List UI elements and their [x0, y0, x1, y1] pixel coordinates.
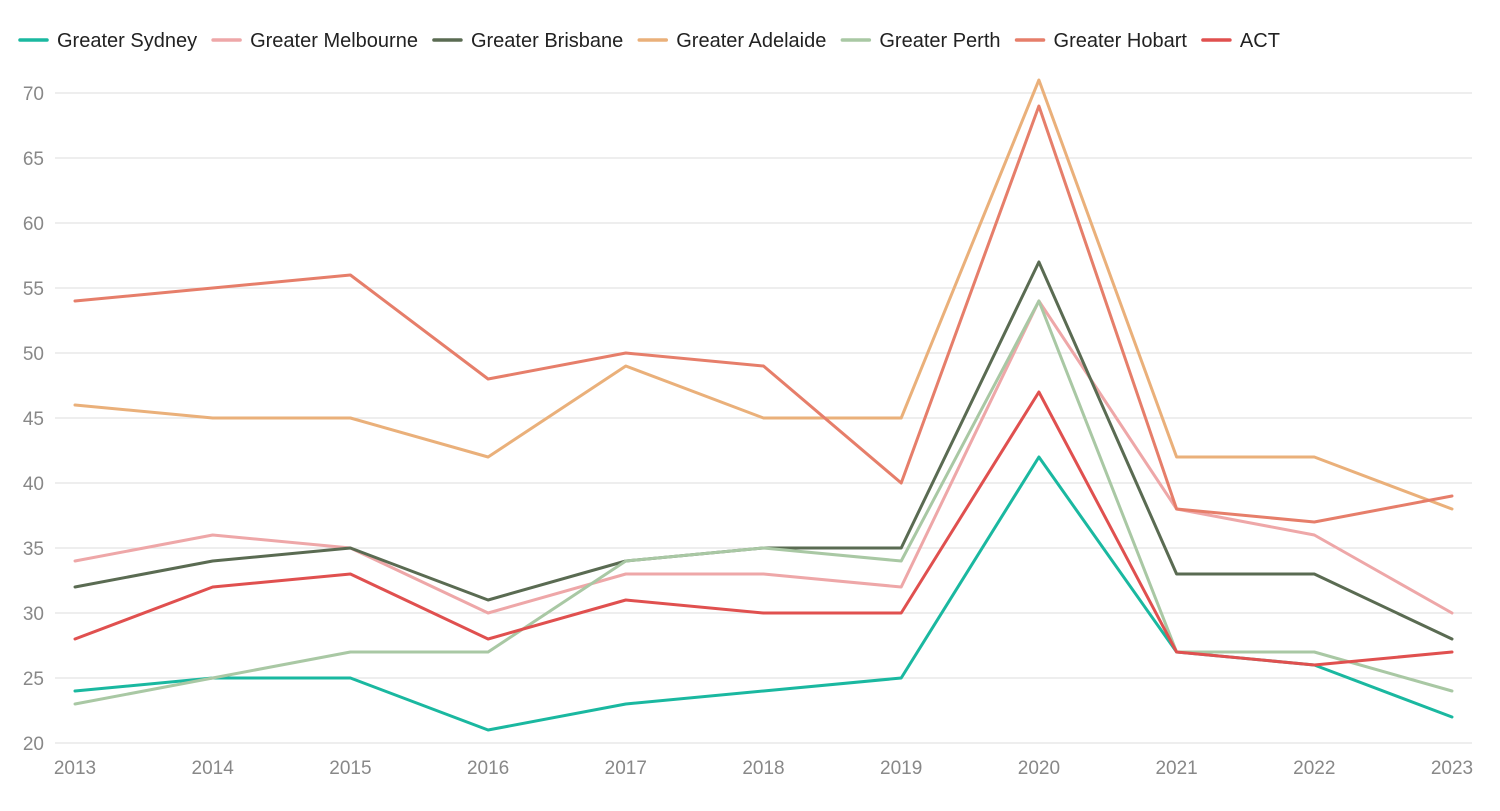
legend: Greater Sydney Greater Melbourne Greater B…: [18, 30, 1280, 52]
legend-item: Greater Adelaide: [637, 30, 826, 52]
y-tick-label: 50: [23, 344, 44, 365]
x-tick-label: 2019: [880, 758, 922, 779]
series-line-act: [73, 390, 1454, 667]
y-tick-label: 65: [23, 149, 44, 170]
y-tick-label: 40: [23, 474, 44, 495]
legend-label: Greater Hobart: [1054, 30, 1188, 52]
y-tick-label: 35: [23, 539, 44, 560]
x-tick-label: 2017: [605, 758, 647, 779]
legend-item: ACT: [1201, 30, 1280, 52]
x-tick-label: 2014: [192, 758, 235, 779]
y-tick-label: 45: [23, 409, 44, 430]
legend-label: Greater Melbourne: [250, 30, 418, 52]
legend-label: Greater Brisbane: [471, 30, 623, 52]
y-tick-label: 60: [23, 214, 44, 235]
x-tick-label: 2023: [1431, 758, 1473, 779]
legend-item: Greater Melbourne: [211, 30, 418, 52]
x-axis: 2013 2014 2015 2016 2017 2018 2019 2020 2021 2022…: [54, 758, 1473, 779]
legend-label: Greater Perth: [879, 30, 1000, 52]
y-tick-label: 55: [23, 279, 44, 300]
legend-item: Greater Hobart: [1014, 30, 1188, 52]
y-tick-label: 25: [23, 669, 44, 690]
series-line-greater-sydney: [73, 455, 1454, 732]
x-tick-label: 2021: [1155, 758, 1197, 779]
series-line-greater-brisbane: [73, 260, 1454, 641]
series-line-greater-adelaide: [73, 78, 1454, 511]
x-tick-label: 2022: [1293, 758, 1335, 779]
x-tick-label: 2018: [742, 758, 784, 779]
legend-item: Greater Perth: [840, 30, 1001, 52]
y-tick-label: 20: [23, 734, 44, 755]
legend-label: Greater Sydney: [57, 30, 197, 52]
legend-label: Greater Adelaide: [676, 30, 826, 52]
x-tick-label: 2020: [1018, 758, 1060, 779]
series-line-greater-melbourne: [73, 299, 1454, 615]
legend-item: Greater Brisbane: [432, 30, 623, 52]
series-lines: [73, 78, 1454, 732]
legend-item: Greater Sydney: [18, 30, 197, 52]
y-tick-label: 30: [23, 604, 44, 625]
x-tick-label: 2015: [329, 758, 371, 779]
x-tick-label: 2013: [54, 758, 96, 779]
x-tick-label: 2016: [467, 758, 509, 779]
series-line-greater-perth: [73, 299, 1454, 706]
y-axis: 20 25 30 35 40 45 50 55 60 65 70: [23, 84, 44, 755]
legend-label: ACT: [1240, 30, 1280, 52]
y-tick-label: 70: [23, 84, 44, 105]
series-line-greater-hobart: [73, 104, 1454, 524]
